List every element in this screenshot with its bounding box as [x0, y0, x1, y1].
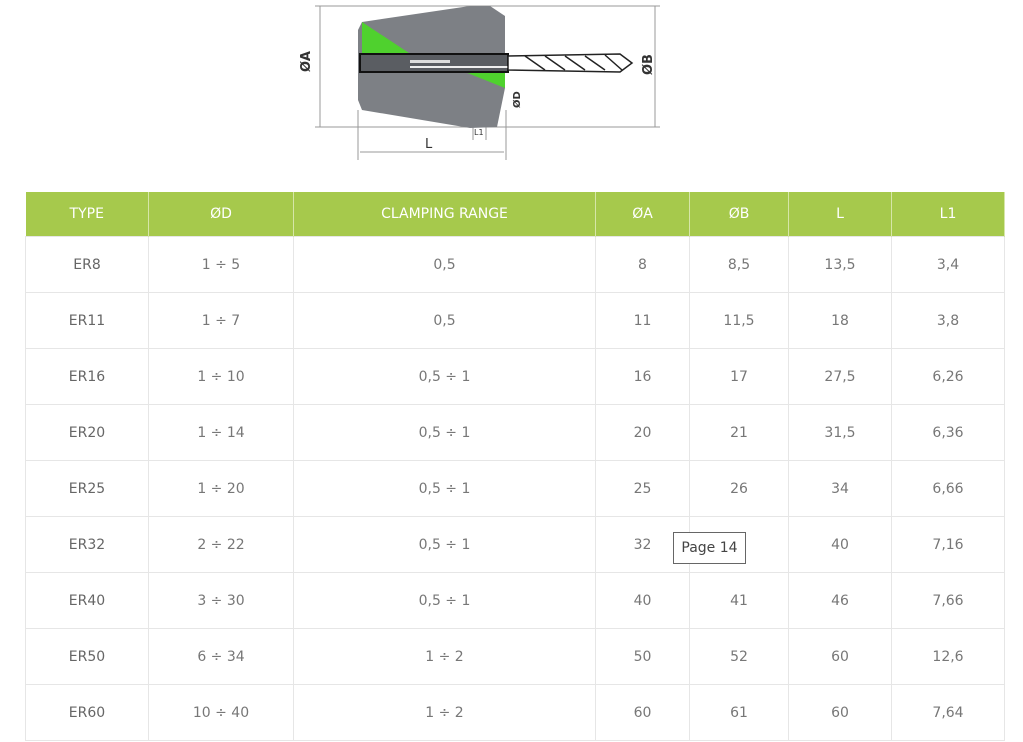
table-cell: ER40 — [25, 572, 149, 629]
table-cell: 6,36 — [891, 404, 1005, 461]
table-cell: 7,16 — [891, 516, 1005, 573]
table-cell: 0,5 ÷ 1 — [293, 460, 596, 517]
label-a: ØA — [300, 51, 314, 72]
table-cell: 3,4 — [891, 236, 1005, 293]
table-cell: 50 — [595, 628, 690, 685]
table-cell: 0,5 ÷ 1 — [293, 404, 596, 461]
table-cell: 3,8 — [891, 292, 1005, 349]
table-cell: 40 — [788, 516, 892, 573]
table-cell: 0,5 — [293, 292, 596, 349]
table-cell: 1 ÷ 2 — [293, 684, 596, 741]
label-b: ØB — [641, 54, 656, 75]
table-cell: 0,5 ÷ 1 — [293, 516, 596, 573]
table-cell: 60 — [595, 684, 690, 741]
table-cell: 61 — [689, 684, 789, 741]
table-row: ER16 1 ÷ 10 0,5 ÷ 1 16 17 27,5 6,26 — [25, 348, 1005, 405]
collet-spec-table: TYPE ØD CLAMPING RANGE ØA ØB L L1 ER8 1 ÷ 5 0,5 8… — [25, 192, 1005, 741]
table-cell: 7,64 — [891, 684, 1005, 741]
table-cell: 11 — [595, 292, 690, 349]
table-cell: 60 — [788, 684, 892, 741]
table-cell: 1 ÷ 7 — [148, 292, 294, 349]
column-header: ØD — [148, 192, 294, 237]
table-row: ER11 1 ÷ 7 0,5 11 11,5 18 3,8 — [25, 292, 1005, 349]
table-cell: 52 — [689, 628, 789, 685]
table-cell: 25 — [595, 460, 690, 517]
table-cell: ER32 — [25, 516, 149, 573]
column-header: CLAMPING RANGE — [293, 192, 596, 237]
table-cell: 18 — [788, 292, 892, 349]
table-row: ER50 6 ÷ 34 1 ÷ 2 50 52 60 12,6 — [25, 628, 1005, 685]
table-header-row: TYPE ØD CLAMPING RANGE ØA ØB L L1 — [25, 192, 1005, 237]
table-cell: 21 — [689, 404, 789, 461]
table-row: ER8 1 ÷ 5 0,5 8 8,5 13,5 3,4 — [25, 236, 1005, 293]
column-header: ØA — [595, 192, 690, 237]
table-cell: 31,5 — [788, 404, 892, 461]
table-cell: 20 — [595, 404, 690, 461]
table-cell: 6,26 — [891, 348, 1005, 405]
column-header: L — [788, 192, 892, 237]
table-cell: 12,6 — [891, 628, 1005, 685]
table-cell: 1 ÷ 10 — [148, 348, 294, 405]
table-cell: 1 ÷ 20 — [148, 460, 294, 517]
label-d: ØD — [511, 91, 523, 108]
table-cell: 27,5 — [788, 348, 892, 405]
table-cell: 8 — [595, 236, 690, 293]
table-cell: 40 — [595, 572, 690, 629]
table-cell: ER11 — [25, 292, 149, 349]
table-cell: 16 — [595, 348, 690, 405]
table-cell: 1 ÷ 2 — [293, 628, 596, 685]
column-header: L1 — [891, 192, 1005, 237]
table-cell: 0,5 ÷ 1 — [293, 348, 596, 405]
table-cell: 3 ÷ 30 — [148, 572, 294, 629]
table-cell: 17 — [689, 348, 789, 405]
table-cell: ER20 — [25, 404, 149, 461]
table-cell: 26 — [689, 460, 789, 517]
table-cell: ER60 — [25, 684, 149, 741]
column-header: ØB — [689, 192, 789, 237]
table-cell: 13,5 — [788, 236, 892, 293]
green-cut — [362, 22, 412, 55]
table-cell: 8,5 — [689, 236, 789, 293]
table-cell: 6,66 — [891, 460, 1005, 517]
table-row: ER20 1 ÷ 14 0,5 ÷ 1 20 21 31,5 6,36 — [25, 404, 1005, 461]
table-cell: ER50 — [25, 628, 149, 685]
page-tooltip: Page 14 — [673, 532, 746, 564]
label-l: L — [425, 137, 433, 152]
table-cell: ER16 — [25, 348, 149, 405]
table-row: ER25 1 ÷ 20 0,5 ÷ 1 25 26 34 6,66 — [25, 460, 1005, 517]
table-cell: 41 — [689, 572, 789, 629]
table-cell: ER25 — [25, 460, 149, 517]
table-cell: 60 — [788, 628, 892, 685]
table-cell: 1 ÷ 14 — [148, 404, 294, 461]
table-cell: 11,5 — [689, 292, 789, 349]
label-l1: L1 — [474, 128, 484, 137]
table-cell: 10 ÷ 40 — [148, 684, 294, 741]
table-cell: 2 ÷ 22 — [148, 516, 294, 573]
table-row: ER40 3 ÷ 30 0,5 ÷ 1 40 41 46 7,66 — [25, 572, 1005, 629]
column-header: TYPE — [25, 192, 149, 237]
table-cell: 0,5 — [293, 236, 596, 293]
table-cell: 6 ÷ 34 — [148, 628, 294, 685]
table-cell: 46 — [788, 572, 892, 629]
table-cell: ER8 — [25, 236, 149, 293]
table-cell: 34 — [788, 460, 892, 517]
green-cut — [465, 72, 505, 88]
table-row: ER60 10 ÷ 40 1 ÷ 2 60 61 60 7,64 — [25, 684, 1005, 741]
table-cell: 7,66 — [891, 572, 1005, 629]
table-cell: 0,5 ÷ 1 — [293, 572, 596, 629]
table-cell: 1 ÷ 5 — [148, 236, 294, 293]
collet-diagram: ØA ØB ØD L L1 — [300, 5, 660, 160]
